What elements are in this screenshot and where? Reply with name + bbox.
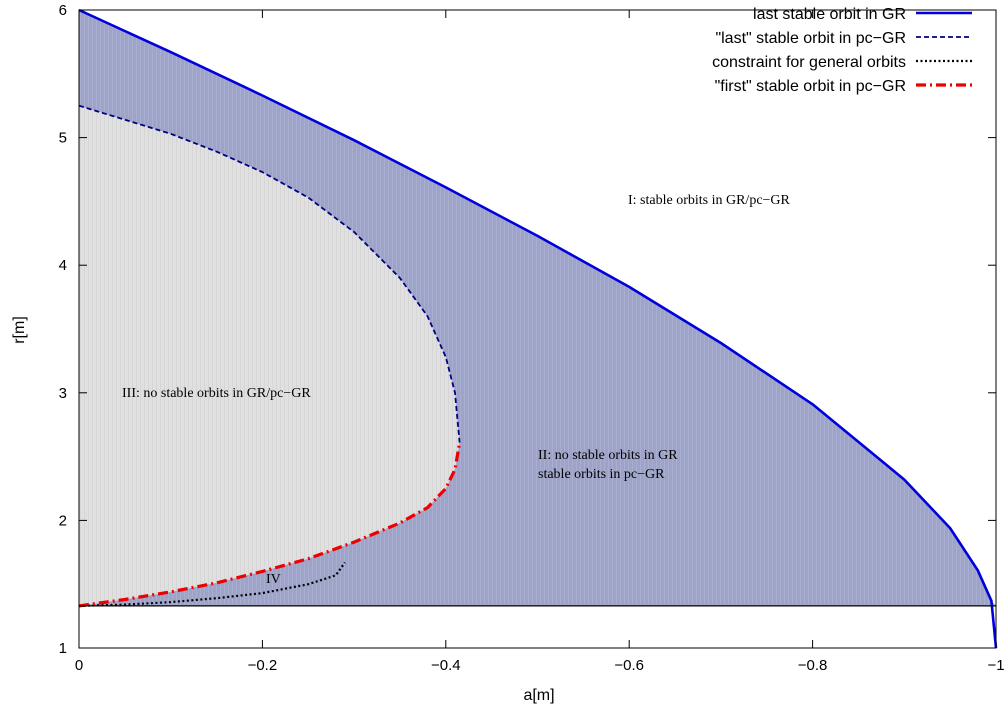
y-tick-label: 5 <box>59 130 67 147</box>
y-axis-label: r[m] <box>11 316 28 344</box>
axis-ticks: 0 −0.2 −0.4 −0.6 −0.8 −1 1 2 3 4 5 6 <box>59 2 1005 674</box>
region-no-stable-area <box>79 105 460 606</box>
region-label-2b: stable orbits in pc−GR <box>538 467 665 482</box>
series-lines <box>78 8 998 649</box>
x-tick-label: −0.8 <box>798 657 828 674</box>
series-line-0 <box>78 8 998 649</box>
legend-label-1: "last" stable orbit in pc−GR <box>715 30 906 47</box>
x-tick-label: −0.2 <box>248 657 278 674</box>
y-tick-label: 6 <box>59 2 67 19</box>
plot-frame <box>78 9 997 649</box>
x-tick-label: 0 <box>75 657 83 674</box>
region-label-3: III: no stable orbits in GR/pc−GR <box>122 386 311 401</box>
legend-label-0: last stable orbit in GR <box>753 6 906 23</box>
series-line-3 <box>78 442 462 608</box>
region-label-4: IV <box>266 572 281 587</box>
y-tick-label: 4 <box>59 257 67 274</box>
legend: last stable orbit in GR "last" stable or… <box>712 6 972 95</box>
x-axis-label: a[m] <box>523 687 554 704</box>
legend-label-2: constraint for general orbits <box>712 54 906 71</box>
x-tick-label: −0.6 <box>614 657 644 674</box>
y-tick-label: 3 <box>59 385 67 402</box>
x-tick-label: −1 <box>987 657 1004 674</box>
y-tick-label: 1 <box>59 640 67 657</box>
regions <box>79 10 996 606</box>
x-tick-label: −0.4 <box>431 657 461 674</box>
y-tick-label: 2 <box>59 512 67 529</box>
region-label-1: I: stable orbits in GR/pc−GR <box>628 193 791 208</box>
series-line-1 <box>78 104 461 443</box>
region-label-2: II: no stable orbits in GR <box>538 448 678 463</box>
legend-label-3: "first" stable orbit in pc−GR <box>715 78 906 95</box>
